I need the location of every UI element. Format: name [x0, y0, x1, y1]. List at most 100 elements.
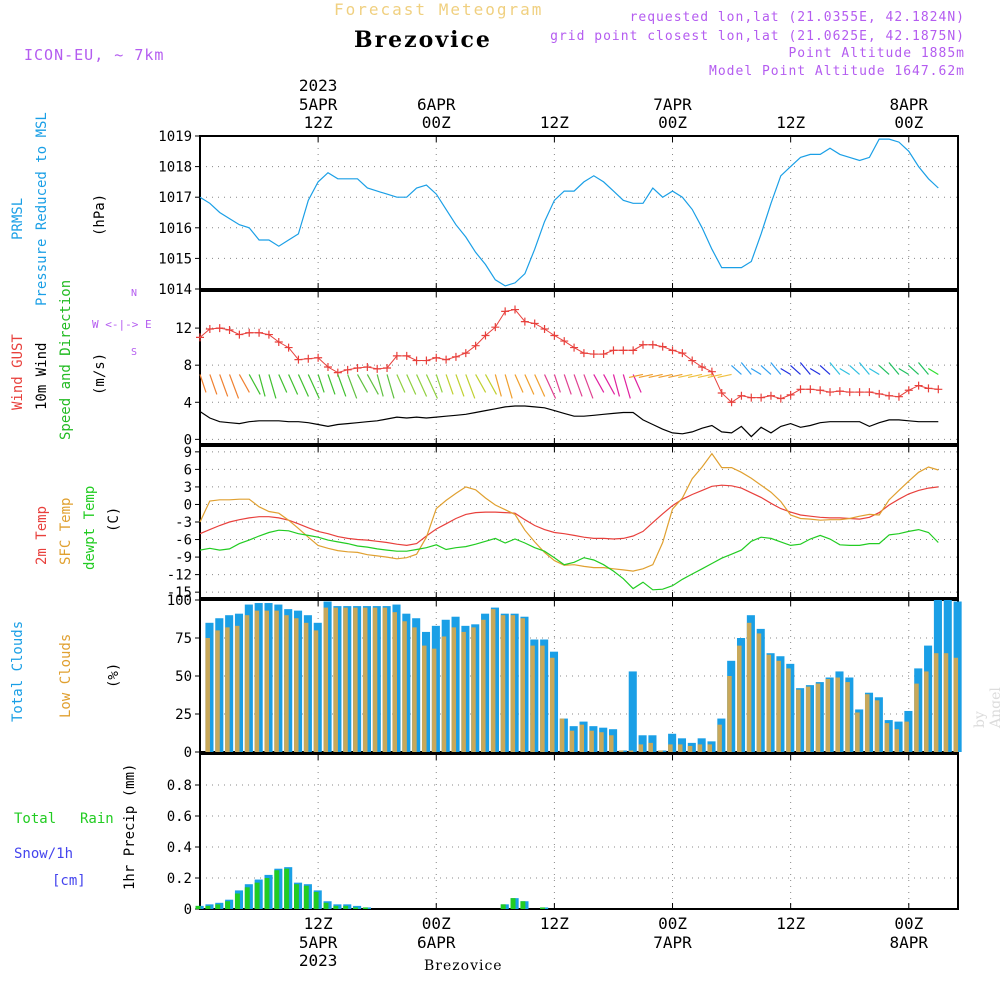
- total-cloud-bar: [668, 733, 677, 752]
- wind-arrow: [347, 374, 358, 399]
- low-cloud-bar: [244, 615, 250, 752]
- dewpt-temp-label: dewpt Temp: [82, 485, 98, 570]
- wind-arrow: [612, 374, 621, 397]
- gust-point: [570, 343, 579, 352]
- low-cloud-bar: [658, 750, 663, 752]
- low-cloud-bar: [904, 721, 909, 752]
- low-cloud-bar: [609, 735, 614, 752]
- gust-point: [855, 388, 864, 397]
- cloud-ytick-label: 100: [167, 593, 192, 609]
- gust-point: [678, 349, 687, 358]
- grid-point-coords: grid point closest lon,lat (21.0625E, 42…: [550, 29, 965, 44]
- low-cloud-bar: [372, 607, 378, 752]
- top-date-label: 7APR: [653, 95, 692, 114]
- wind-arrow: [593, 374, 605, 393]
- temp-ytick-label: 6: [184, 462, 192, 478]
- gust-point: [451, 352, 460, 361]
- wind-arrow: [678, 373, 693, 379]
- wind-arrow: [668, 373, 683, 379]
- gust-point: [294, 355, 303, 364]
- precip-rain-bar: [205, 905, 211, 909]
- pressure-frame: [199, 135, 959, 290]
- bottom-date-label: 7APR: [653, 933, 692, 952]
- bottom-date-label: 5APR: [299, 933, 338, 952]
- cloud-ytick-label: 50: [175, 669, 192, 685]
- gust-point: [264, 330, 273, 339]
- low-cloud-bar: [776, 660, 781, 752]
- wind-arrow: [898, 367, 910, 375]
- wind-arrow: [238, 374, 250, 393]
- low-cloud-bar: [697, 744, 703, 752]
- gust-point: [235, 330, 244, 339]
- low-cloud-bar: [323, 607, 329, 752]
- pressure-unit: (hPa): [92, 193, 108, 236]
- precip-rain-bar: [362, 907, 368, 909]
- gust-point: [688, 356, 697, 365]
- wind-line: [199, 405, 939, 438]
- wind-arrow: [258, 374, 266, 397]
- forecast-title: Forecast Meteogram: [334, 0, 544, 19]
- wind-arrow: [416, 374, 428, 397]
- low-cloud-bar: [421, 645, 427, 752]
- low-cloud-bar: [756, 633, 762, 752]
- temp-ytick-label: -12: [167, 568, 192, 584]
- model-label: ICON-EU, ~ 7km: [24, 46, 165, 64]
- gust-point: [806, 385, 815, 394]
- gust-point: [786, 390, 795, 399]
- wind-arrow: [455, 374, 465, 397]
- wind-arrow: [918, 362, 929, 375]
- low-cloud-bar: [530, 645, 535, 752]
- low-cloud-bar: [559, 718, 565, 752]
- low-cloud-bar: [284, 615, 289, 752]
- low-cloud-bar: [717, 724, 722, 752]
- cloud-unit: (%): [106, 662, 122, 688]
- low-cloud-bar: [402, 621, 407, 752]
- precip-rain-bar: [500, 904, 506, 909]
- wind-arrow: [819, 365, 831, 375]
- compass-n: N: [131, 288, 138, 299]
- precip-rain-bar: [264, 878, 270, 909]
- wind-arrow: [648, 373, 663, 379]
- gust-point: [196, 333, 204, 342]
- wind-arrow: [780, 367, 791, 375]
- low-cloud-bar: [254, 610, 260, 752]
- wind-ytick-label: 0: [184, 432, 192, 448]
- precip-unit: 1hr Precip (mm): [122, 763, 138, 890]
- model-altitude: Model Point Altitude 1647.62m: [709, 64, 965, 79]
- wind-arrow: [317, 374, 325, 393]
- prmsl-label: PRMSL: [10, 197, 26, 240]
- precip-ytick-label: 0.6: [167, 809, 192, 825]
- precip-ytick-label: 0.8: [167, 778, 192, 794]
- low-cloud-bar: [431, 648, 437, 752]
- wind-arrow: [799, 362, 811, 375]
- top-date-label: 5APR: [299, 95, 338, 114]
- low-cloud-bar: [796, 689, 801, 752]
- wind-arrow: [435, 374, 443, 393]
- compass-s: S: [131, 347, 138, 358]
- wind-arrow: [366, 374, 379, 395]
- gust-point: [442, 355, 451, 364]
- precip-ytick-label: 0: [184, 902, 192, 918]
- low-cloud-bar: [815, 683, 821, 752]
- temp-ytick-label: -9: [175, 550, 192, 566]
- wind-arrow: [297, 374, 309, 397]
- compass-we: W <-|-> E: [92, 318, 152, 331]
- wind-arrow: [445, 374, 454, 395]
- location-title: Brezovice: [354, 27, 492, 53]
- gust-point: [225, 325, 234, 334]
- watermark: by Angel: [972, 687, 1000, 728]
- gust-point: [560, 337, 569, 346]
- precip-total-label: Total: [14, 811, 57, 827]
- pressure-ytick-label: 1014: [158, 282, 192, 298]
- temp-ytick-label: -3: [175, 515, 192, 531]
- gust-point: [629, 346, 638, 355]
- precip-rain-bar: [234, 893, 240, 909]
- wind-arrow: [563, 374, 572, 395]
- gust-point: [727, 398, 736, 407]
- bottom-date-label: 6APR: [417, 933, 456, 952]
- gust-point: [698, 363, 707, 372]
- low-cloud-bar: [205, 638, 210, 752]
- gust-point: [402, 351, 411, 360]
- gust-point: [924, 384, 933, 393]
